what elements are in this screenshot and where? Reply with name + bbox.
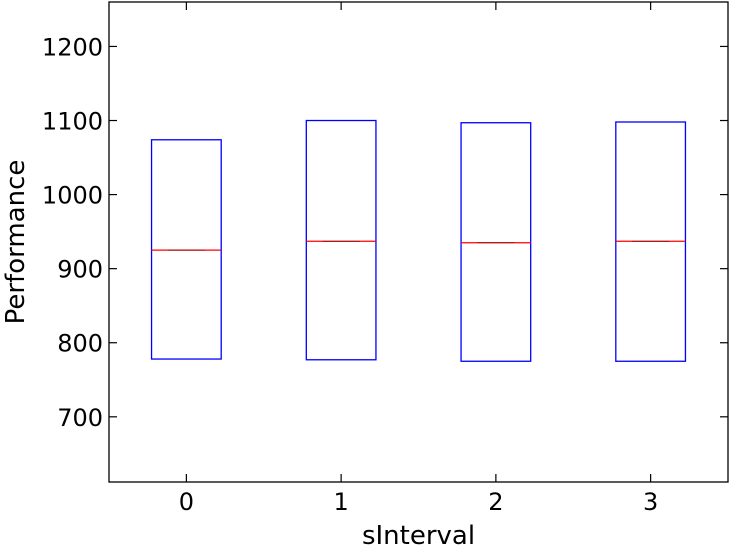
boxes-layer (150, 119, 687, 362)
x-tick-label-3: 3 (643, 488, 658, 516)
y-tick-label-1200: 1200 (42, 33, 103, 61)
y-tick-label-1100: 1100 (42, 108, 103, 136)
y-tick-label-800: 800 (57, 330, 103, 358)
ticks-layer: 700 800 900 1000 1100 1200 0 1 2 3 (42, 2, 728, 516)
x-tick-label-2: 2 (488, 488, 503, 516)
y-axis-label: Performance (1, 160, 31, 325)
x-axis-label: sInterval (362, 521, 475, 551)
plot-frame (108, 1, 729, 483)
box-1 (305, 119, 377, 361)
y-tick-label-700: 700 (57, 404, 103, 432)
x-tick-label-0: 0 (179, 488, 194, 516)
box-2 (460, 122, 532, 362)
y-tick-label-1000: 1000 (42, 182, 103, 210)
box-0 (150, 139, 222, 360)
x-tick-label-1: 1 (333, 488, 348, 516)
y-tick-label-900: 900 (57, 256, 103, 284)
